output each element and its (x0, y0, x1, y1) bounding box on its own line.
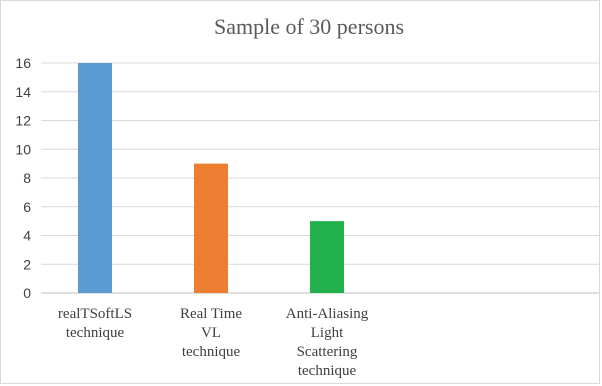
x-category-label: technique (66, 325, 125, 341)
x-category-label: Anti-Aliasing (286, 306, 369, 322)
x-category-label: Real Time (180, 306, 242, 322)
y-tick-label: 16 (15, 55, 31, 71)
bars (78, 63, 344, 293)
x-category-label: Scattering (297, 344, 358, 360)
chart-title: Sample of 30 persons (214, 14, 404, 39)
x-category-label: realTSoftLS (58, 306, 132, 322)
y-tick-label: 2 (23, 256, 31, 272)
x-category-label: technique (182, 344, 241, 360)
bar (78, 63, 112, 293)
y-tick-label: 0 (23, 285, 31, 301)
y-tick-label: 12 (15, 113, 31, 129)
x-axis-categories: realTSoftLS technique Real Time VL technique… (58, 306, 369, 379)
x-category-label: technique (298, 363, 357, 379)
y-tick-label: 8 (23, 170, 31, 186)
gridlines (41, 62, 599, 294)
x-category-label: Light (311, 325, 344, 341)
y-tick-label: 6 (23, 199, 31, 215)
y-tick-label: 10 (15, 141, 31, 157)
y-tick-label: 14 (15, 84, 31, 100)
x-category-label: VL (201, 325, 221, 341)
y-axis-ticks: 0 2 4 6 8 10 12 14 16 (15, 55, 31, 301)
y-tick-label: 4 (23, 228, 31, 244)
bar (310, 221, 344, 293)
bar (194, 163, 228, 293)
